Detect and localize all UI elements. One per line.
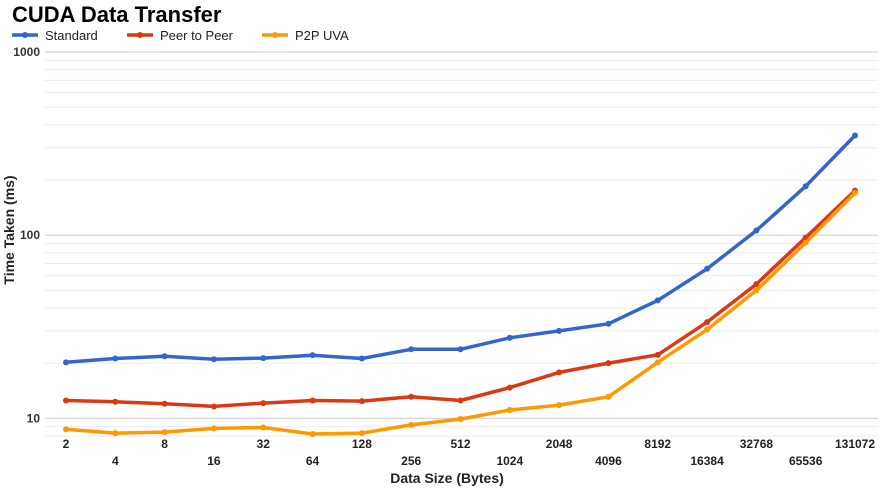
data-point xyxy=(654,351,661,358)
data-point xyxy=(457,346,464,353)
data-point xyxy=(753,287,760,294)
x-tick-label: 16384 xyxy=(690,454,724,468)
data-point xyxy=(161,429,168,436)
x-tick-label: 8192 xyxy=(644,437,671,451)
y-tick-label: 10 xyxy=(27,411,41,425)
legend-label: P2P UVA xyxy=(295,28,349,43)
data-point xyxy=(112,430,119,437)
x-tick-label: 64 xyxy=(306,454,320,468)
data-point xyxy=(704,265,711,272)
x-axis-label: Data Size (Bytes) xyxy=(390,470,504,486)
legend-swatch-point xyxy=(137,32,143,38)
x-tick-label: 65536 xyxy=(789,454,823,468)
x-tick-label: 512 xyxy=(450,437,470,451)
x-tick-label: 32 xyxy=(257,437,271,451)
data-point xyxy=(408,421,415,428)
data-point xyxy=(654,359,661,366)
data-point xyxy=(63,397,69,404)
data-point xyxy=(408,346,415,353)
chart-title: CUDA Data Transfer xyxy=(12,2,222,27)
grid xyxy=(45,51,878,437)
data-point xyxy=(63,426,69,433)
data-point xyxy=(112,398,119,405)
legend-label: Standard xyxy=(45,28,98,43)
data-point xyxy=(605,360,612,367)
series-standard xyxy=(63,132,858,366)
x-tick-label: 2 xyxy=(63,437,70,451)
data-point xyxy=(309,397,316,404)
data-point xyxy=(556,369,563,376)
data-point xyxy=(112,355,119,362)
data-point xyxy=(358,355,365,362)
data-point xyxy=(605,393,612,400)
data-point xyxy=(260,355,267,362)
legend-swatch-point xyxy=(272,32,278,38)
x-tick-label: 128 xyxy=(352,437,372,451)
y-axis-ticks: 10 100 1000 xyxy=(13,45,40,425)
x-tick-label: 32768 xyxy=(740,437,774,451)
x-tick-label: 2048 xyxy=(546,437,573,451)
data-point xyxy=(802,183,809,190)
data-point xyxy=(457,416,464,423)
data-point xyxy=(852,189,858,196)
data-point xyxy=(704,319,711,326)
data-point xyxy=(654,297,661,304)
data-point xyxy=(506,384,513,391)
series-lines xyxy=(63,132,858,438)
y-tick-label: 100 xyxy=(20,228,40,242)
data-point xyxy=(210,403,217,410)
legend-swatch-point xyxy=(22,32,28,38)
data-point xyxy=(556,327,563,334)
x-tick-label: 256 xyxy=(401,454,421,468)
x-tick-label: 4096 xyxy=(595,454,622,468)
data-point xyxy=(802,239,809,246)
data-point xyxy=(704,326,711,333)
legend-item: Standard xyxy=(12,28,98,43)
data-point xyxy=(63,359,69,366)
data-point xyxy=(852,132,858,139)
x-tick-label: 4 xyxy=(112,454,119,468)
legend-label: Peer to Peer xyxy=(160,28,234,43)
y-tick-label: 1000 xyxy=(13,45,40,59)
data-point xyxy=(210,425,217,432)
legend-item: P2P UVA xyxy=(262,28,349,43)
data-point xyxy=(457,397,464,404)
data-point xyxy=(358,398,365,405)
x-tick-label: 1024 xyxy=(496,454,523,468)
data-point xyxy=(506,406,513,413)
x-tick-label: 131072 xyxy=(835,437,875,451)
x-axis-ticks: 2 4 8 16 32 64 128 256 512 1024 2048 4096 8192 16384 3… xyxy=(63,437,876,468)
x-tick-label: 16 xyxy=(207,454,221,468)
series-line xyxy=(64,133,857,365)
data-point xyxy=(506,334,513,341)
data-point xyxy=(260,400,267,407)
data-point xyxy=(309,352,316,359)
data-point xyxy=(161,400,168,407)
series-p2p-uva xyxy=(63,189,858,438)
data-point xyxy=(210,356,217,363)
data-point xyxy=(161,353,168,360)
series-line xyxy=(64,188,857,409)
y-axis-label: Time Taken (ms) xyxy=(1,175,17,284)
data-point xyxy=(260,424,267,431)
x-tick-label: 8 xyxy=(161,437,168,451)
data-point xyxy=(358,430,365,437)
legend: Standard Peer to Peer P2P UVA xyxy=(12,28,349,43)
data-point xyxy=(753,281,760,288)
data-point xyxy=(556,402,563,409)
data-point xyxy=(408,393,415,400)
series-peer-to-peer xyxy=(63,187,858,410)
data-point xyxy=(605,320,612,327)
data-point xyxy=(309,431,316,438)
data-point xyxy=(753,227,760,234)
legend-item: Peer to Peer xyxy=(127,28,234,43)
